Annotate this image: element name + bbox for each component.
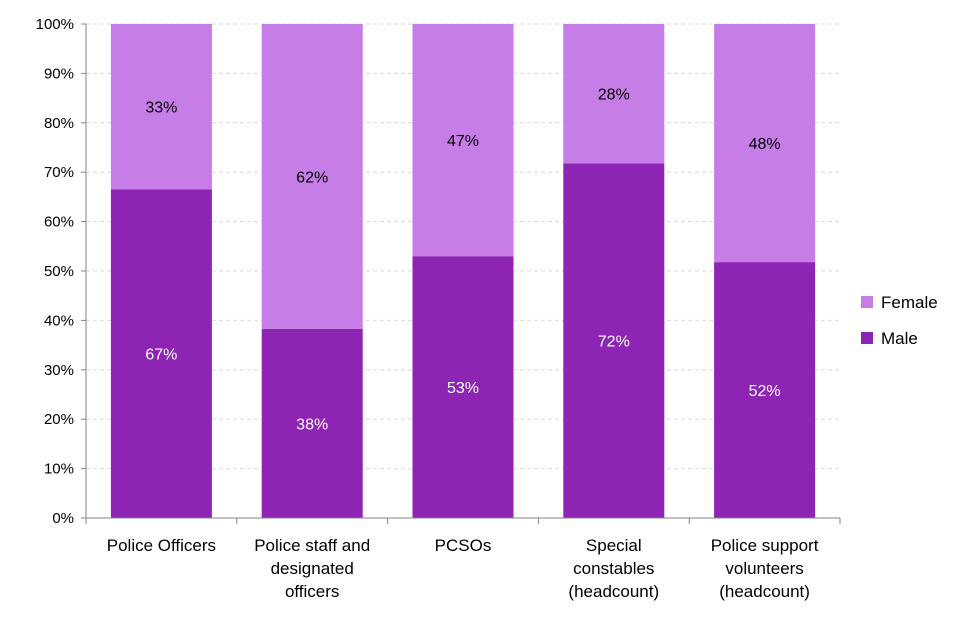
data-label-female: 47% <box>447 133 479 150</box>
y-tick-label: 80% <box>44 115 74 132</box>
data-label-female: 48% <box>749 136 781 153</box>
data-label-female: 62% <box>296 169 328 186</box>
data-label-male: 53% <box>447 380 479 397</box>
x-category-label: Special constables (headcount) <box>568 536 659 601</box>
bar-male <box>563 163 665 519</box>
x-category-label: Police staff and designated officers <box>254 536 370 601</box>
y-tick-label: 10% <box>44 461 74 478</box>
x-category-label: Police support volunteers (headcount) <box>711 536 819 601</box>
y-tick-label: 90% <box>44 65 74 82</box>
bar-female <box>714 24 816 263</box>
bar-male <box>714 262 816 518</box>
bar-female <box>412 24 514 257</box>
bar-male <box>110 189 212 519</box>
y-tick-label: 0% <box>52 510 74 527</box>
data-label-male: 38% <box>296 416 328 433</box>
y-tick-label: 30% <box>44 362 74 379</box>
data-label-male: 72% <box>598 334 630 351</box>
legend-label-male: Male <box>881 329 918 348</box>
legend: Female Male <box>861 293 938 348</box>
legend-label-female: Female <box>881 293 938 312</box>
bar-female <box>261 24 363 329</box>
bar-male <box>412 256 514 518</box>
axes: 0% 10% 20% 30% 40% 50% 60% 70% 80% 90% 100% Police … <box>36 16 841 601</box>
x-category-label: PCSOs <box>435 536 492 555</box>
y-tick-label: 50% <box>44 263 74 280</box>
y-tick-label: 20% <box>44 411 74 428</box>
data-labels: 67% 33% 38% 62% 53% 47% 72% 28% 52% 48% <box>145 87 780 434</box>
bar-female <box>110 24 212 190</box>
y-tick-label: 100% <box>36 16 74 33</box>
data-label-male: 67% <box>145 347 177 364</box>
bar-female <box>563 24 665 164</box>
bars <box>110 24 816 519</box>
legend-swatch-female <box>861 296 873 308</box>
data-label-female: 28% <box>598 87 630 104</box>
x-category-label: Police Officers <box>107 536 216 555</box>
bar-male <box>261 328 363 518</box>
data-label-female: 33% <box>145 100 177 117</box>
data-label-male: 52% <box>749 383 781 400</box>
y-tick-label: 70% <box>44 164 74 181</box>
legend-swatch-male <box>861 332 873 344</box>
y-tick-label: 40% <box>44 312 74 329</box>
y-tick-label: 60% <box>44 214 74 231</box>
